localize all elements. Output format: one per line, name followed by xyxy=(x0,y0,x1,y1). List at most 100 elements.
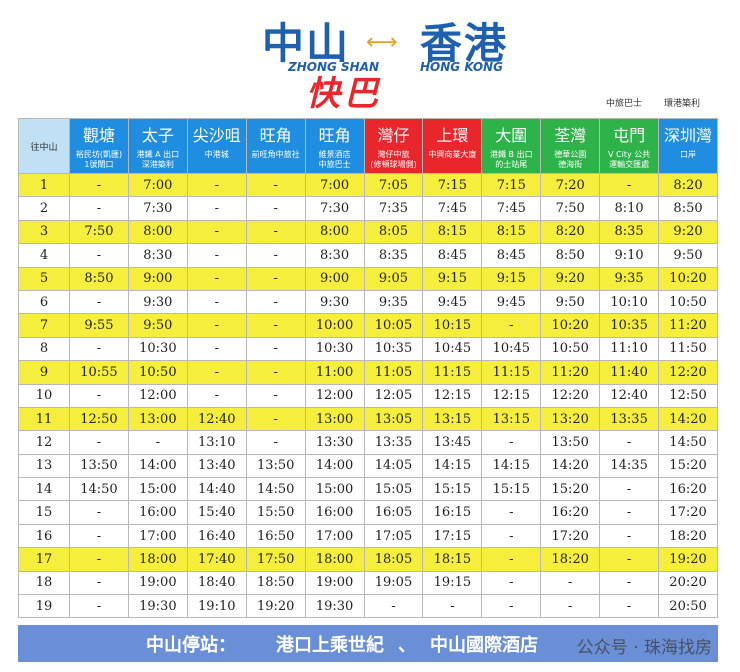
time-cell: 7:35 xyxy=(363,196,424,221)
column-name: 深圳灣 xyxy=(664,126,713,145)
row: 14 14:50 15:00 14:40 14:50 15:00 15:05 15:15 15:… xyxy=(18,477,718,502)
trip-number: 3 xyxy=(18,219,70,245)
time-cell: - xyxy=(245,406,306,432)
time-cell: 19:15 xyxy=(422,570,483,596)
footer-stop: 中山國際酒店 xyxy=(430,634,538,656)
trip-number: 1 xyxy=(18,172,70,198)
time-cell: 10:30 xyxy=(304,336,365,362)
time-cell: - xyxy=(599,523,660,549)
time-cell: 8:30 xyxy=(127,243,188,268)
row: 3 7:50 8:00- -8:00 8:05 8:15 8:15 8:20 8:35 9:20 xyxy=(18,219,718,245)
time-cell: 15:15 xyxy=(422,477,483,502)
time-cell: 9:45 xyxy=(481,289,542,315)
column-header: 尖沙咀 中港城 xyxy=(186,118,247,174)
row: 2-7:30- -7:30 7:35 7:45 7:45 7:50 8:10 8:50 xyxy=(18,196,718,221)
time-cell: - xyxy=(245,219,306,245)
time-cell: - xyxy=(481,547,542,572)
time-cell: - xyxy=(186,196,247,221)
time-cell: 10:20 xyxy=(540,313,601,338)
time-cell: 17:05 xyxy=(363,523,424,549)
column-stop: 德華公園 德海街 xyxy=(554,150,587,169)
time-cell: - xyxy=(245,313,306,338)
row: 18-19:00 18:40 18:50 19:00 19:05 19:15- - -20:2… xyxy=(18,570,718,596)
time-cell: - xyxy=(69,289,129,315)
time-cell: 13:10 xyxy=(186,430,247,455)
time-cell: 13:50 xyxy=(540,430,601,455)
time-cell: 11:40 xyxy=(599,360,660,385)
time-cell: - xyxy=(599,172,660,198)
time-cell: 9:00 xyxy=(127,266,188,291)
trip-number: 7 xyxy=(18,313,70,338)
time-cell: 9:10 xyxy=(599,243,660,268)
column-stop: 維景酒店 中旅巴士 xyxy=(318,150,351,169)
time-cell: 18:20 xyxy=(540,547,601,572)
time-cell: 19:20 xyxy=(245,594,306,619)
time-cell: 14:00 xyxy=(127,453,188,479)
column-header: 太子 港鐵 A 出口 深港築利 xyxy=(127,118,188,174)
time-cell: 9:55 xyxy=(69,313,129,338)
time-cell: 18:00 xyxy=(127,547,188,572)
time-cell: 15:20 xyxy=(658,453,718,479)
trip-number: 4 xyxy=(18,243,70,268)
time-cell: 13:50 xyxy=(245,453,306,479)
column-header: 旺角 前旺角中旅社 xyxy=(245,118,306,174)
time-cell: - xyxy=(245,430,306,455)
time-cell: - xyxy=(245,266,306,291)
time-cell: 7:30 xyxy=(304,196,365,221)
trip-number: 12 xyxy=(18,430,70,455)
time-cell: 19:00 xyxy=(304,570,365,596)
trip-number: 6 xyxy=(18,289,70,315)
logo-text: 香港 xyxy=(420,19,509,68)
time-cell: 19:30 xyxy=(127,594,188,619)
watermark: 公众号 · 珠海找房 xyxy=(576,638,712,658)
timetable: 往中山 觀塘 裕民坊(凱匯) 1號閘口 太子 港鐵 A 出口 深港築利 尖沙咀 中港城 旺角前… xyxy=(18,118,718,619)
time-cell: 10:45 xyxy=(481,336,542,362)
time-cell: 12:40 xyxy=(186,406,247,432)
time-cell: 18:40 xyxy=(186,570,247,596)
time-cell: 16:00 xyxy=(127,500,188,525)
time-cell: 10:45 xyxy=(422,336,483,362)
time-cell: 14:40 xyxy=(186,477,247,502)
time-cell: 11:20 xyxy=(658,313,718,338)
time-cell: 12:00 xyxy=(304,383,365,408)
column-name: 屯門 xyxy=(613,126,646,145)
row: 16-17:00 16:40 16:50 17:00 17:05 17:15-17:20-… xyxy=(18,523,718,549)
time-cell: 9:50 xyxy=(540,289,601,315)
footer-bar: 中山停站： 港口上乘世紀 、 中山國際酒店 xyxy=(18,625,718,662)
time-cell: 7:20 xyxy=(540,172,601,198)
time-cell: - xyxy=(540,594,601,619)
time-cell: 17:00 xyxy=(127,523,188,549)
time-cell: - xyxy=(69,383,129,408)
row: 17-18:00 17:40 17:50 18:00 18:05 18:15-18:20-… xyxy=(18,547,718,572)
column-name: 旺角 xyxy=(259,126,292,145)
time-cell: 8:50 xyxy=(69,266,129,291)
column-stop: 灣仔中旅 (修頓球場側) xyxy=(370,150,417,169)
time-cell: 16:50 xyxy=(245,523,306,549)
time-cell: - xyxy=(245,383,306,408)
time-cell: 19:00 xyxy=(127,570,188,596)
arrow: ⟷ xyxy=(366,30,398,55)
time-cell: - xyxy=(69,336,129,362)
time-cell: 7:15 xyxy=(422,172,483,198)
column-header: 大圍 港鐵 B 出口 的士站尾 xyxy=(481,118,542,174)
row: 11 12:50 13:00 12:40-13:00 13:05 13:15 13:15 13… xyxy=(18,406,718,432)
column-stop: 中興商業大廈 xyxy=(428,150,477,159)
column-stop: 口岸 xyxy=(680,150,697,159)
column-name: 大圍 xyxy=(495,126,528,145)
time-cell: 14:50 xyxy=(69,477,129,502)
time-cell: 14:50 xyxy=(245,477,306,502)
column-stop: 港鐵 A 出口 深港築利 xyxy=(136,150,180,169)
time-cell: - xyxy=(186,289,247,315)
time-cell: 13:05 xyxy=(363,406,424,432)
trip-number: 5 xyxy=(18,266,70,291)
time-cell: 17:00 xyxy=(304,523,365,549)
time-cell: 7:30 xyxy=(127,196,188,221)
row: 7 9:55 9:50- -10:00 10:05 10:15-10:20 10:35 11:… xyxy=(18,313,718,338)
time-cell: 17:40 xyxy=(186,547,247,572)
time-cell: 14:00 xyxy=(304,453,365,479)
time-cell: 13:15 xyxy=(422,406,483,432)
time-cell: 14:15 xyxy=(422,453,483,479)
time-cell: 14:50 xyxy=(658,430,718,455)
time-cell: 10:20 xyxy=(658,266,718,291)
time-cell: 10:35 xyxy=(599,313,660,338)
